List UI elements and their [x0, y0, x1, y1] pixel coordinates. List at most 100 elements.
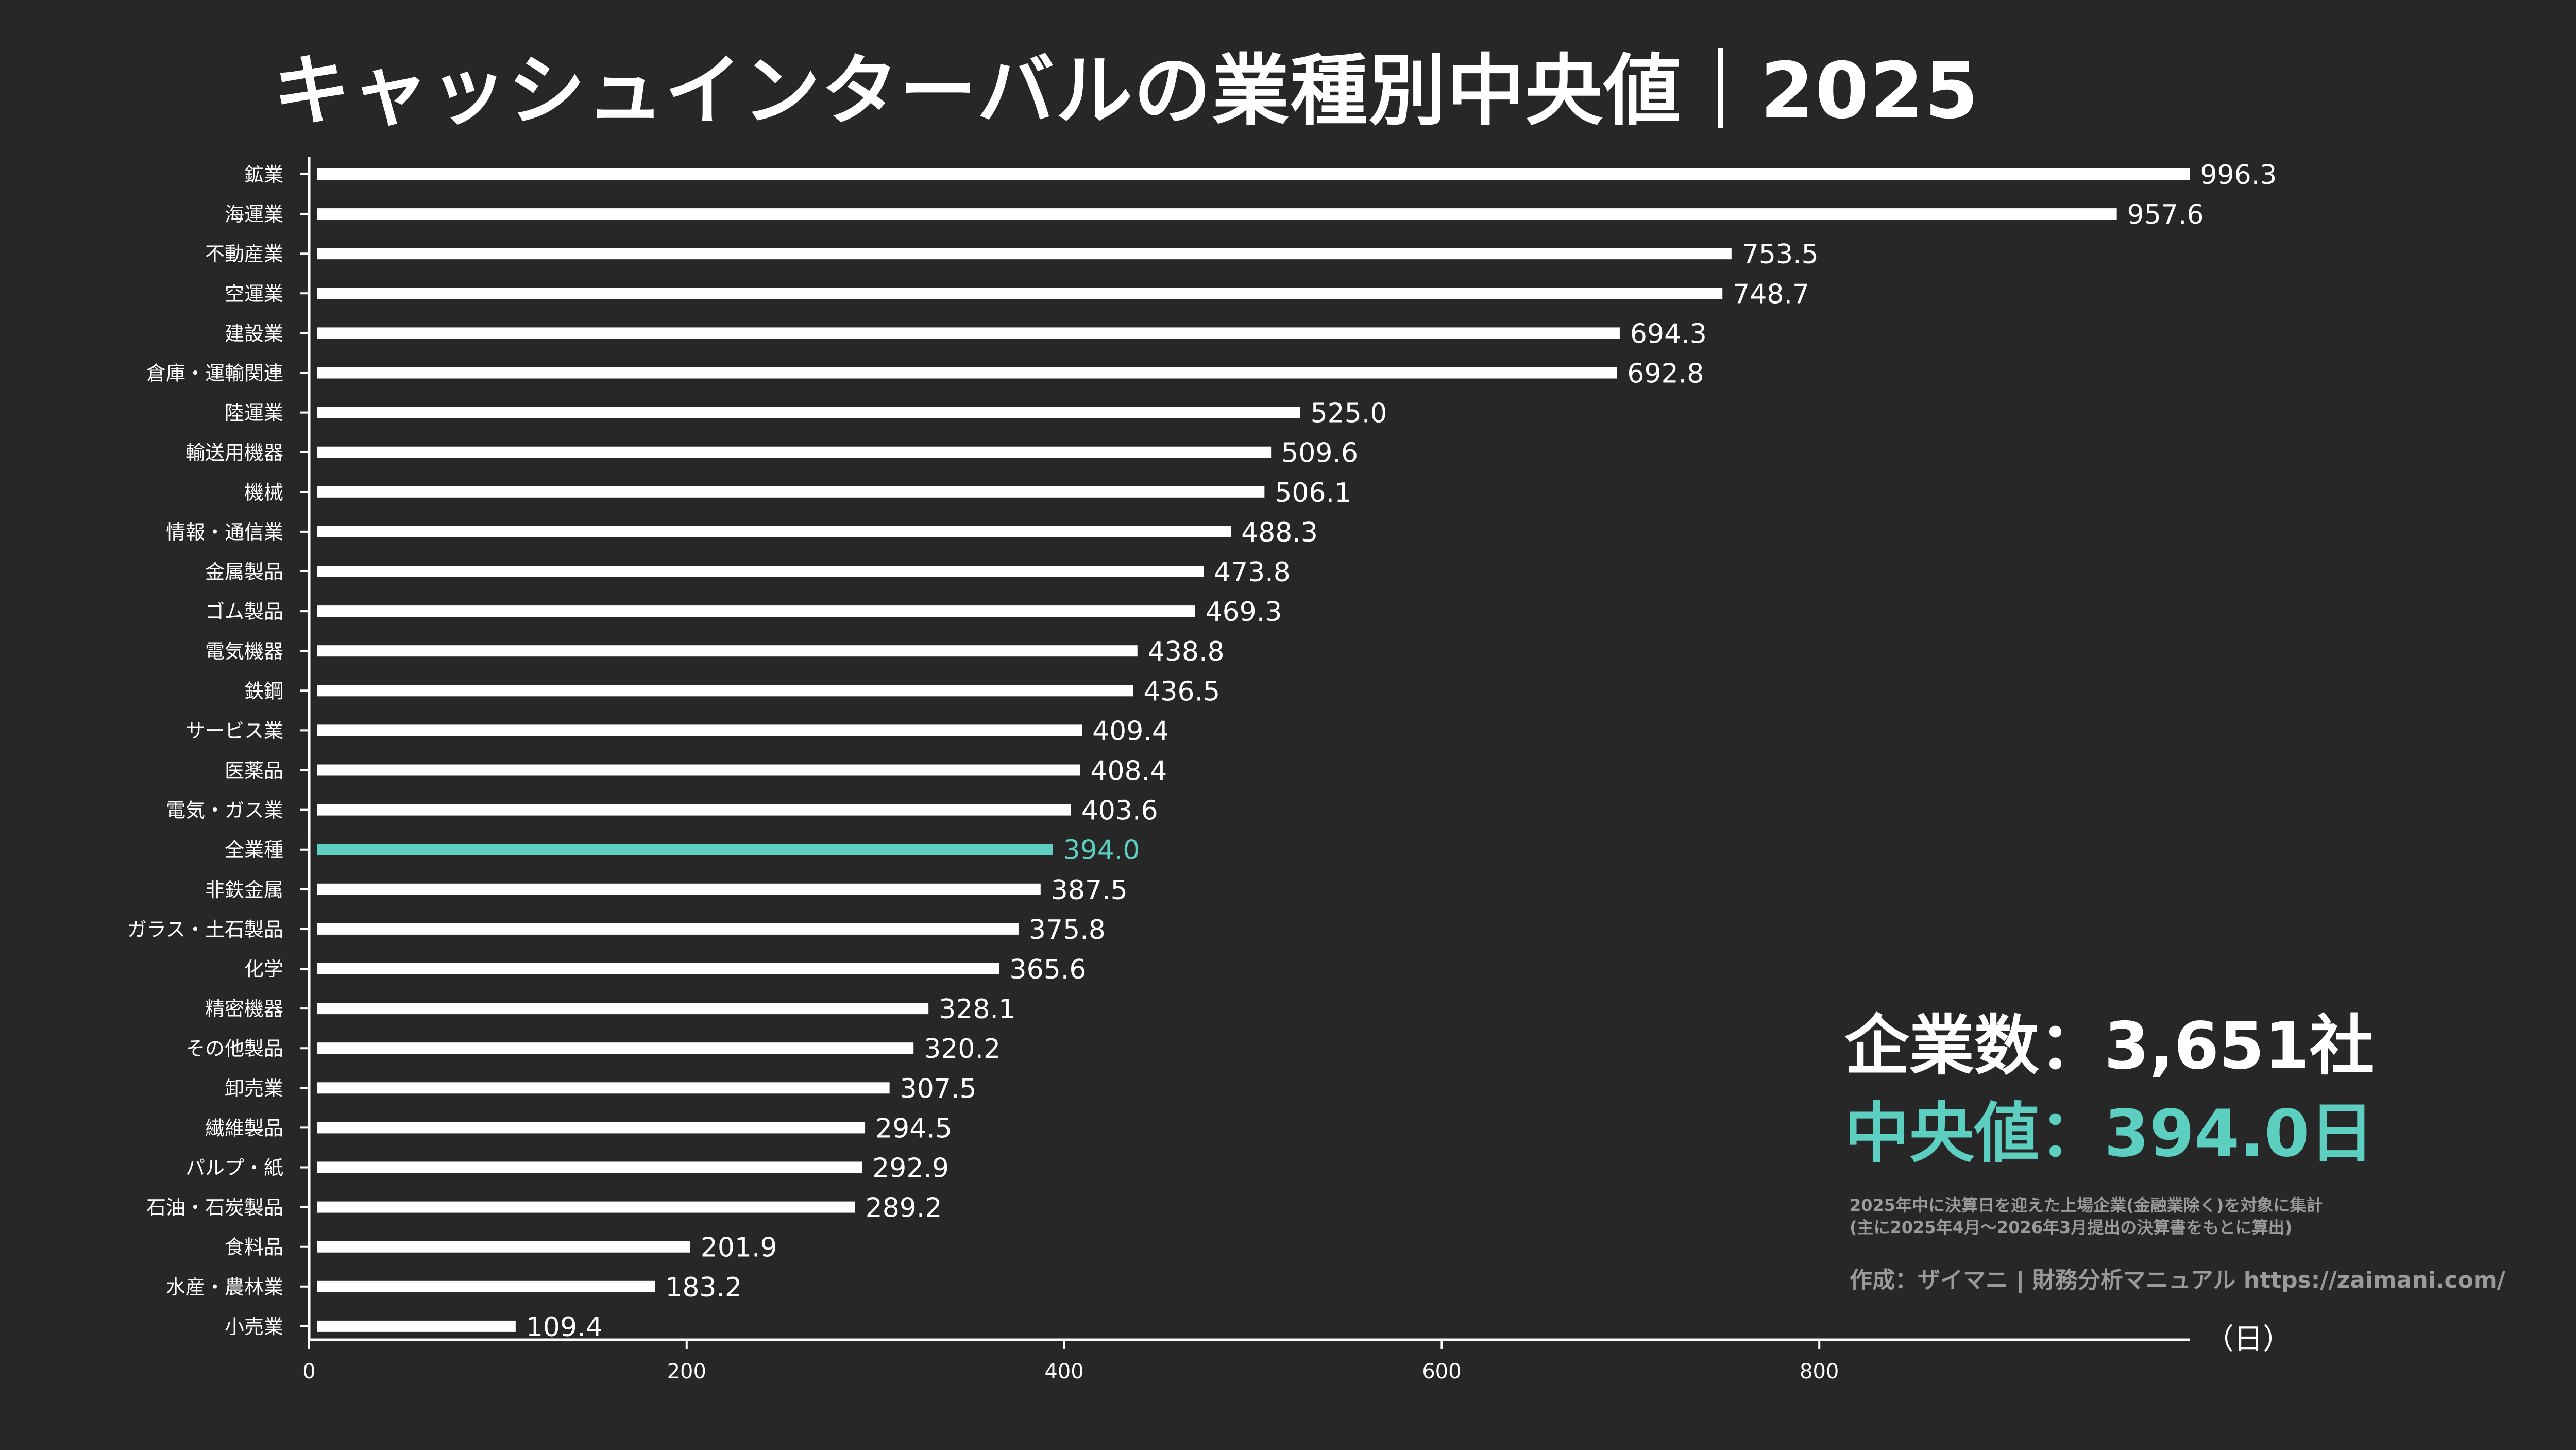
bar: [317, 605, 1195, 617]
bar: [317, 446, 1272, 458]
y-tick-label: 海運業: [225, 203, 283, 226]
bar: [317, 526, 1231, 537]
data-label: 469.3: [1206, 597, 1282, 628]
y-tick-label: 鉄鋼: [244, 680, 283, 702]
bar: [317, 804, 1071, 816]
data-label: 375.8: [1029, 915, 1106, 946]
bar: [317, 685, 1133, 697]
y-tick-label: ゴム製品: [205, 600, 283, 623]
y-tick-label: 建設業: [225, 322, 283, 345]
bar: [317, 327, 1620, 339]
footnotes: 2025年中に決算日を迎えた上場企業(金融業除く)を対象に集計 (主に2025年…: [1850, 1194, 2323, 1239]
bar: [317, 764, 1080, 776]
data-label: 201.9: [701, 1233, 777, 1263]
data-label: 409.4: [1092, 716, 1169, 747]
y-tick-label: ガラス・土石製品: [127, 918, 283, 941]
y-tick-label: 石油・石炭製品: [146, 1196, 283, 1219]
bar: [317, 1161, 862, 1173]
y-tick-label: パルプ・紙: [185, 1157, 283, 1179]
y-tick-label: 全業種: [225, 839, 283, 862]
chart-title: キャッシュインターバルの業種別中央値｜2025: [273, 46, 1979, 136]
credit-line: 作成：ザイマニ | 財務分析マニュアル https://zaimani.com/: [1850, 1267, 2505, 1293]
x-tick-label: 600: [1422, 1360, 1461, 1384]
bar: [317, 1241, 690, 1253]
data-label: 957.6: [2127, 199, 2204, 230]
bar: [317, 288, 1723, 299]
bar: [317, 1003, 929, 1015]
data-label: 996.3: [2200, 160, 2277, 191]
x-unit-label: （日）: [2205, 1323, 2292, 1356]
y-tick-label: 鉱業: [244, 163, 283, 186]
data-label: 473.8: [1214, 557, 1291, 588]
bar: [317, 208, 2117, 220]
bar: [317, 1320, 516, 1332]
data-label: 408.4: [1090, 756, 1167, 787]
data-label: 753.5: [1742, 239, 1819, 270]
data-label: 387.5: [1051, 875, 1128, 906]
bar: [317, 486, 1265, 498]
bar: [317, 1042, 914, 1054]
y-tick-label: 化学: [244, 958, 283, 981]
y-tick-label: 非鉄金属: [205, 879, 283, 901]
data-label: 506.1: [1275, 478, 1351, 509]
data-label: 694.3: [1630, 318, 1707, 349]
summary-panel: 企業数：3,651社 中央値：394.0日: [1844, 1002, 2375, 1177]
footnote-line-2: (主に2025年4月〜2026年3月提出の決算書をもとに算出): [1850, 1218, 2293, 1238]
bar: [317, 1201, 855, 1213]
bar: [317, 645, 1138, 657]
y-tick-label: 不動産業: [205, 243, 283, 265]
bar: [317, 923, 1019, 935]
y-tick-label: 卸売業: [225, 1077, 283, 1100]
bar: [317, 844, 1053, 855]
y-tick-label: 食料品: [225, 1236, 283, 1259]
bar: [317, 963, 999, 974]
y-tick-label: 電気機器: [205, 640, 283, 663]
data-label: 292.9: [872, 1153, 949, 1184]
y-tick-label: 金属製品: [205, 561, 283, 583]
data-label: 289.2: [866, 1193, 942, 1224]
y-tick-label: その他製品: [185, 1037, 283, 1060]
y-tick-label: 陸運業: [225, 402, 283, 425]
x-tick-label: 400: [1044, 1360, 1083, 1384]
y-tick-label: 電気・ガス業: [166, 799, 283, 822]
data-label: 525.0: [1311, 398, 1387, 429]
y-tick-label: 医薬品: [225, 760, 283, 782]
y-tick-label: 精密機器: [205, 998, 283, 1020]
y-tick-label: 水産・農林業: [166, 1276, 283, 1299]
y-tick-label: 倉庫・運輸関連: [146, 362, 283, 385]
footnote-line-1: 2025年中に決算日を迎えた上場企業(金融業除く)を対象に集計: [1850, 1195, 2323, 1215]
data-label: 394.0: [1063, 835, 1140, 866]
data-label: 307.5: [900, 1073, 977, 1104]
company-count: 企業数：3,651社: [1844, 1008, 2375, 1084]
bar: [317, 566, 1204, 577]
y-tick-label: 空運業: [225, 282, 283, 305]
y-tick-label: サービス業: [185, 719, 283, 742]
y-tick-label: 機械: [244, 481, 283, 504]
bar: [317, 883, 1041, 895]
y-tick-label: 小売業: [225, 1316, 283, 1338]
bar: [317, 168, 2190, 180]
data-label: 365.6: [1010, 954, 1087, 985]
data-label: 436.5: [1143, 676, 1220, 707]
data-label: 183.2: [665, 1272, 742, 1303]
bar: [317, 724, 1082, 736]
data-label: 509.6: [1281, 438, 1358, 469]
bar: [317, 1082, 890, 1094]
bar: [317, 1122, 866, 1134]
bar: [317, 367, 1617, 379]
data-label: 109.4: [526, 1312, 603, 1343]
x-tick-label: 0: [302, 1360, 315, 1384]
data-label: 403.6: [1081, 796, 1158, 827]
bar: [317, 407, 1300, 418]
y-tick-label: 輸送用機器: [185, 442, 283, 464]
data-label: 748.7: [1733, 279, 1809, 310]
data-label: 294.5: [875, 1113, 952, 1144]
data-label: 488.3: [1241, 517, 1318, 548]
bar: [317, 1280, 655, 1292]
data-label: 438.8: [1148, 636, 1225, 667]
data-label: 328.1: [939, 994, 1015, 1025]
data-label: 320.2: [924, 1034, 1001, 1065]
y-tick-label: 繊維製品: [205, 1117, 283, 1139]
y-tick-label: 情報・通信業: [166, 521, 283, 544]
